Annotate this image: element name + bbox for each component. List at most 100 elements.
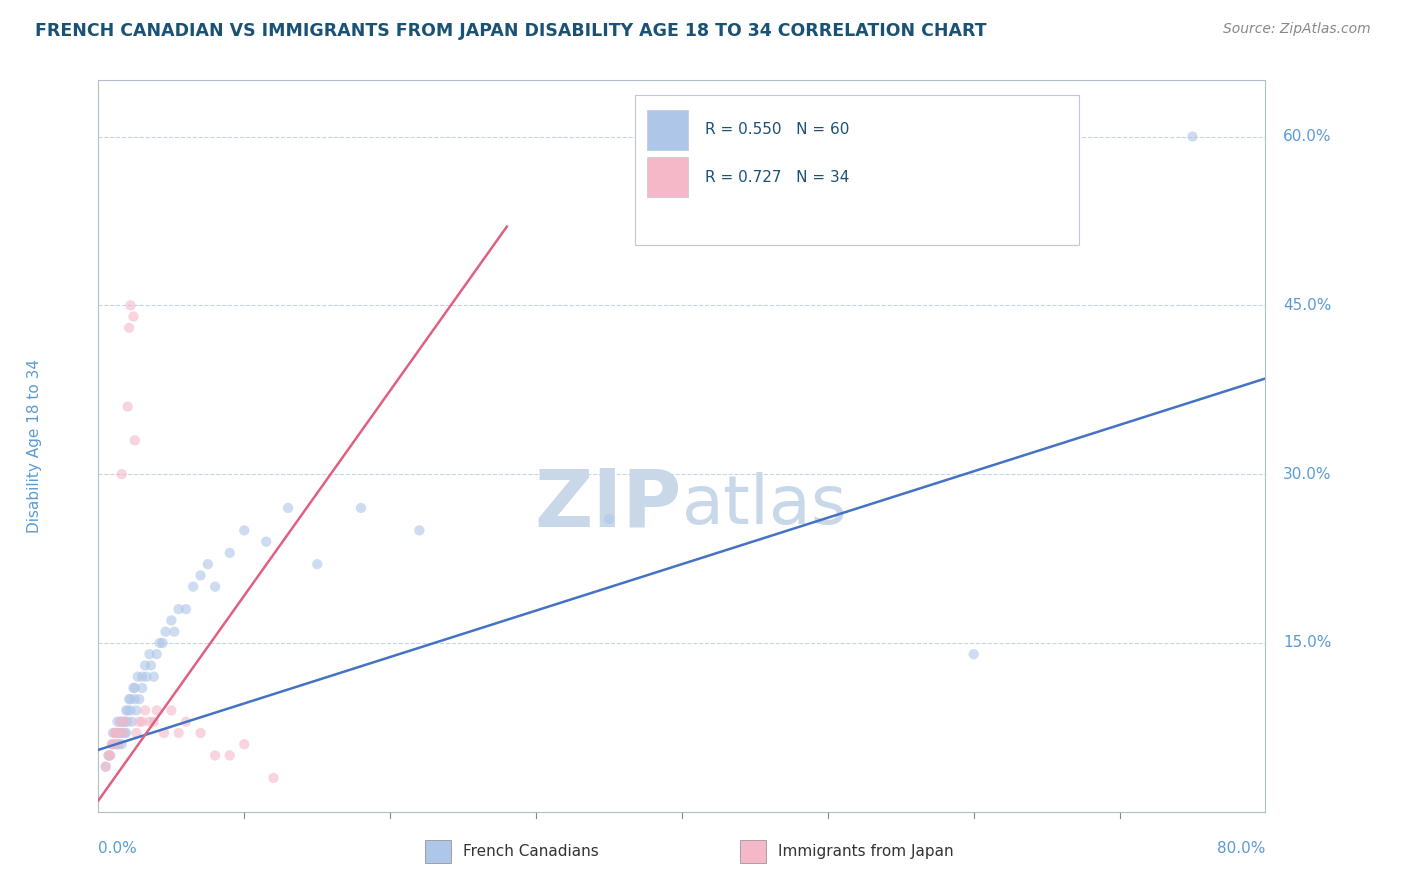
Point	[111, 726, 134, 740]
Point	[104, 737, 127, 751]
Point	[98, 748, 121, 763]
Point	[111, 467, 134, 482]
Point	[125, 726, 148, 740]
Point	[174, 714, 197, 729]
Point	[163, 624, 186, 639]
Point	[112, 726, 135, 740]
Point	[307, 557, 329, 571]
Point	[97, 748, 120, 763]
Point	[105, 737, 128, 751]
Bar	[647, 110, 688, 150]
Point	[149, 636, 172, 650]
Point	[110, 714, 132, 729]
Point	[124, 681, 146, 695]
Point	[131, 670, 153, 684]
Text: 45.0%: 45.0%	[1282, 298, 1331, 313]
Point	[131, 714, 153, 729]
Point	[262, 771, 284, 785]
Point	[120, 692, 142, 706]
Point	[118, 692, 141, 706]
Point	[138, 714, 160, 729]
Point	[131, 681, 153, 695]
Point	[108, 737, 131, 751]
Point	[204, 748, 226, 763]
Point	[100, 737, 122, 751]
Point	[146, 647, 169, 661]
Point	[122, 310, 145, 324]
Point	[190, 726, 212, 740]
Point	[98, 748, 121, 763]
Point	[254, 534, 277, 549]
Text: French Canadians: French Canadians	[463, 845, 599, 860]
Point	[134, 658, 156, 673]
Point	[101, 737, 124, 751]
Point	[118, 321, 141, 335]
Point	[152, 636, 174, 650]
Point	[115, 703, 138, 717]
Point	[94, 760, 117, 774]
Point	[167, 602, 190, 616]
Point	[233, 524, 256, 538]
Point	[117, 703, 139, 717]
Point	[114, 714, 136, 729]
Point	[350, 500, 373, 515]
Point	[110, 726, 132, 740]
Point	[115, 726, 138, 740]
Point	[127, 670, 149, 684]
Point	[128, 692, 150, 706]
Point	[105, 714, 128, 729]
Point	[114, 726, 136, 740]
Point	[128, 714, 150, 729]
Point	[124, 434, 146, 448]
Text: 80.0%: 80.0%	[1218, 841, 1265, 856]
Point	[111, 737, 134, 751]
Point	[104, 726, 127, 740]
Bar	[741, 839, 766, 863]
Text: FRENCH CANADIAN VS IMMIGRANTS FROM JAPAN DISABILITY AGE 18 TO 34 CORRELATION CHA: FRENCH CANADIAN VS IMMIGRANTS FROM JAPAN…	[35, 22, 987, 40]
Text: Disability Age 18 to 34: Disability Age 18 to 34	[27, 359, 42, 533]
Text: 15.0%: 15.0%	[1282, 635, 1331, 650]
Point	[104, 726, 127, 740]
Point	[1181, 129, 1204, 144]
Point	[190, 568, 212, 582]
Point	[598, 512, 620, 526]
Point	[121, 714, 143, 729]
Point	[120, 298, 142, 312]
Point	[122, 681, 145, 695]
Point	[124, 692, 146, 706]
Point	[108, 726, 131, 740]
Point	[277, 500, 299, 515]
Text: 30.0%: 30.0%	[1282, 467, 1331, 482]
Point	[408, 524, 430, 538]
Point	[103, 726, 125, 740]
Point	[204, 580, 226, 594]
Point	[101, 726, 124, 740]
Point	[110, 714, 132, 729]
Point	[112, 714, 135, 729]
Bar	[425, 839, 451, 863]
Point	[97, 748, 120, 763]
Point	[153, 726, 176, 740]
Point	[233, 737, 256, 751]
Point	[160, 703, 183, 717]
Point	[114, 714, 136, 729]
Point	[142, 714, 165, 729]
Point	[218, 748, 240, 763]
Point	[138, 647, 160, 661]
Point	[146, 703, 169, 717]
Point	[125, 703, 148, 717]
Point	[142, 670, 165, 684]
Point	[117, 714, 139, 729]
Text: 0.0%: 0.0%	[98, 841, 138, 856]
Point	[155, 624, 177, 639]
Point	[167, 726, 190, 740]
Point	[139, 658, 162, 673]
Point	[117, 400, 139, 414]
FancyBboxPatch shape	[636, 95, 1078, 245]
Point	[218, 546, 240, 560]
Text: Source: ZipAtlas.com: Source: ZipAtlas.com	[1223, 22, 1371, 37]
Text: Immigrants from Japan: Immigrants from Japan	[778, 845, 953, 860]
Point	[101, 737, 124, 751]
Text: R = 0.550   N = 60: R = 0.550 N = 60	[706, 122, 849, 137]
Text: 60.0%: 60.0%	[1282, 129, 1331, 144]
